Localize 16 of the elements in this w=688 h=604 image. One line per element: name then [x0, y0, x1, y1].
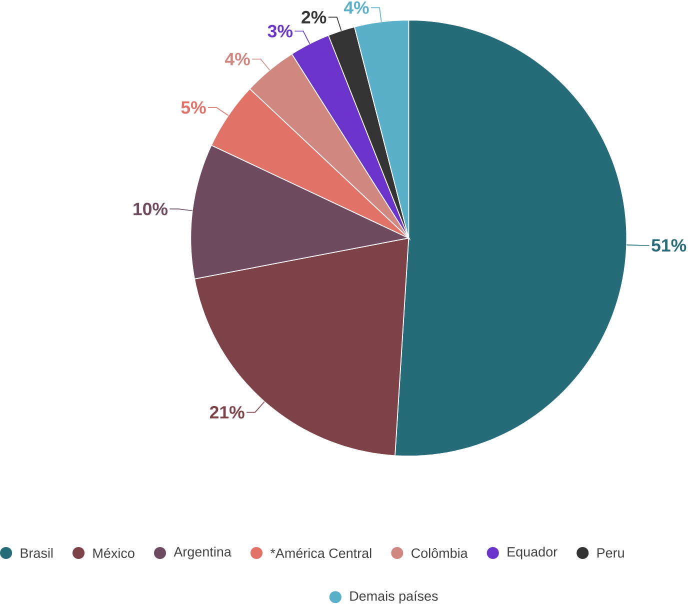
data-label: 10%	[134, 202, 168, 216]
data-label: 4%	[344, 2, 369, 14]
data-label: 4%	[224, 53, 250, 66]
data-label: 21%	[210, 406, 244, 419]
data-label: 2%	[302, 11, 326, 24]
legend-label: Equador	[508, 546, 558, 560]
data-label: 3%	[268, 25, 293, 38]
legend-label: *América Central	[270, 548, 372, 558]
legend-label: Demais países	[350, 591, 438, 604]
legend-label: Argentina	[174, 546, 232, 560]
data-label: 5%	[181, 101, 206, 114]
legend-label: México	[93, 548, 134, 558]
legend-label: Colômbia	[412, 548, 468, 558]
data-label: 51%	[652, 239, 686, 252]
legend-label: Brasil	[20, 548, 53, 558]
legend-label: Peru	[597, 548, 624, 558]
